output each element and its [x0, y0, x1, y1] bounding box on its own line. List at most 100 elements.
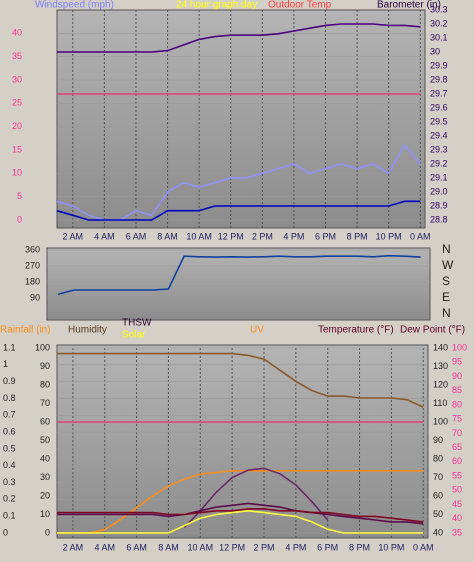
y-tick-label: 130 [433, 361, 448, 371]
x-tick-label: 10 AM [186, 231, 212, 241]
y-tick-label: 80 [452, 399, 462, 409]
x-tick-label: 10 AM [188, 542, 214, 552]
y-tick-label: 25 [12, 98, 22, 108]
y-tick-label: 120 [433, 379, 448, 389]
x-tick-label: 8 AM [157, 231, 178, 241]
x-tick-label: 6 AM [126, 542, 147, 552]
y-tick-label: 45 [452, 499, 462, 509]
y-tick-label: 0.7 [3, 410, 16, 420]
y-tick-label: 29.1 [430, 172, 448, 182]
y-tick-label: 1.1 [3, 342, 16, 352]
y-tick-label: 40 [452, 513, 462, 523]
y-tick-label: 30 [430, 46, 440, 56]
y-tick-label: 95 [452, 357, 462, 367]
y-tick-label: S [442, 274, 450, 288]
y-tick-label: 100 [35, 342, 50, 352]
legend-entry: UV [250, 325, 264, 336]
y-tick-label: N [442, 242, 451, 256]
y-tick-label: 29.3 [430, 144, 448, 154]
y-tick-label: 140 [433, 342, 448, 352]
y-tick-label: 20 [40, 490, 50, 500]
data-line [57, 509, 424, 534]
y-tick-label: 360 [25, 244, 40, 254]
y-tick-label: 75 [452, 414, 462, 424]
x-tick-label: 8 PM [349, 542, 370, 552]
axis-title: Barometer (in) [377, 0, 441, 11]
y-tick-label: 60 [452, 456, 462, 466]
legend-entry: Outdoor Temp [268, 0, 332, 11]
y-tick-label: 29.0 [430, 186, 448, 196]
x-tick-label: 12 PM [218, 231, 244, 241]
x-tick-label: 6 PM [315, 231, 336, 241]
x-tick-label: 4 PM [283, 231, 304, 241]
y-tick-label: 35 [452, 527, 462, 537]
y-tick-label: 30.3 [430, 4, 448, 14]
y-tick-label: 0 [45, 527, 50, 537]
y-tick-label: 70 [40, 398, 50, 408]
y-tick-label: 70 [452, 428, 462, 438]
y-tick-label: 50 [433, 509, 443, 519]
y-tick-label: 50 [40, 435, 50, 445]
y-tick-label: 90 [452, 371, 462, 381]
data-line [57, 352, 424, 408]
chart-title: 24 hour graph day [176, 0, 257, 11]
y-tick-label: 100 [452, 342, 467, 352]
y-tick-label: 0 [3, 527, 8, 537]
y-tick-label: 28.8 [430, 214, 448, 224]
x-tick-label: 2 AM [63, 542, 84, 552]
data-line [183, 467, 329, 529]
y-tick-label: 65 [452, 442, 462, 452]
axis-title: Windspeed (mph) [35, 0, 114, 11]
y-tick-label: 40 [40, 453, 50, 463]
x-tick-label: 2 PM [252, 231, 273, 241]
x-tick-label: 0 AM [413, 542, 434, 552]
y-tick-label: 90 [30, 292, 40, 302]
y-tick-label: 0.6 [3, 426, 16, 436]
y-tick-label: E [442, 290, 450, 304]
y-tick-label: 60 [433, 490, 443, 500]
y-tick-label: 30 [40, 472, 50, 482]
x-tick-label: 6 PM [317, 542, 338, 552]
plot-area [46, 247, 431, 321]
y-tick-label: 40 [12, 28, 22, 38]
x-tick-label: 10 PM [376, 231, 402, 241]
x-tick-label: 4 AM [95, 542, 116, 552]
y-tick-label: 29.5 [430, 116, 448, 126]
x-tick-label: 0 AM [410, 231, 431, 241]
y-tick-label: 20 [12, 121, 22, 131]
y-tick-label: 80 [40, 379, 50, 389]
y-tick-label: 85 [452, 385, 462, 395]
x-tick-label: 10 PM [378, 542, 404, 552]
y-tick-label: 30 [12, 74, 22, 84]
x-tick-label: 4 AM [94, 231, 115, 241]
axis-title: Temperature (°F) [318, 325, 394, 336]
y-tick-label: 80 [433, 453, 443, 463]
y-tick-label: 29.9 [430, 60, 448, 70]
y-tick-label: 29.8 [430, 74, 448, 84]
y-tick-label: 0.3 [3, 477, 16, 487]
y-tick-label: 100 [433, 416, 448, 426]
y-tick-label: 29.7 [430, 88, 448, 98]
y-tick-label: 30.2 [430, 18, 448, 28]
y-tick-label: 29.6 [430, 102, 448, 112]
axis-title: Humidity [68, 325, 107, 336]
x-tick-label: 8 AM [158, 542, 179, 552]
x-tick-label: 12 PM [219, 542, 245, 552]
y-tick-label: 40 [433, 527, 443, 537]
y-tick-label: 55 [452, 470, 462, 480]
y-tick-label: 90 [40, 361, 50, 371]
data-line [57, 23, 421, 53]
x-tick-label: 4 PM [285, 542, 306, 552]
y-tick-label: 0.9 [3, 376, 16, 386]
y-tick-label: 30.1 [430, 32, 448, 42]
y-tick-label: 10 [12, 168, 22, 178]
x-tick-label: 6 AM [126, 231, 147, 241]
y-tick-label: 0 [17, 214, 22, 224]
y-tick-label: 1 [3, 359, 8, 369]
data-line [57, 254, 421, 296]
y-tick-label: 70 [433, 472, 443, 482]
y-tick-label: N [442, 306, 451, 320]
y-tick-label: 29.2 [430, 158, 448, 168]
y-tick-label: 5 [17, 191, 22, 201]
